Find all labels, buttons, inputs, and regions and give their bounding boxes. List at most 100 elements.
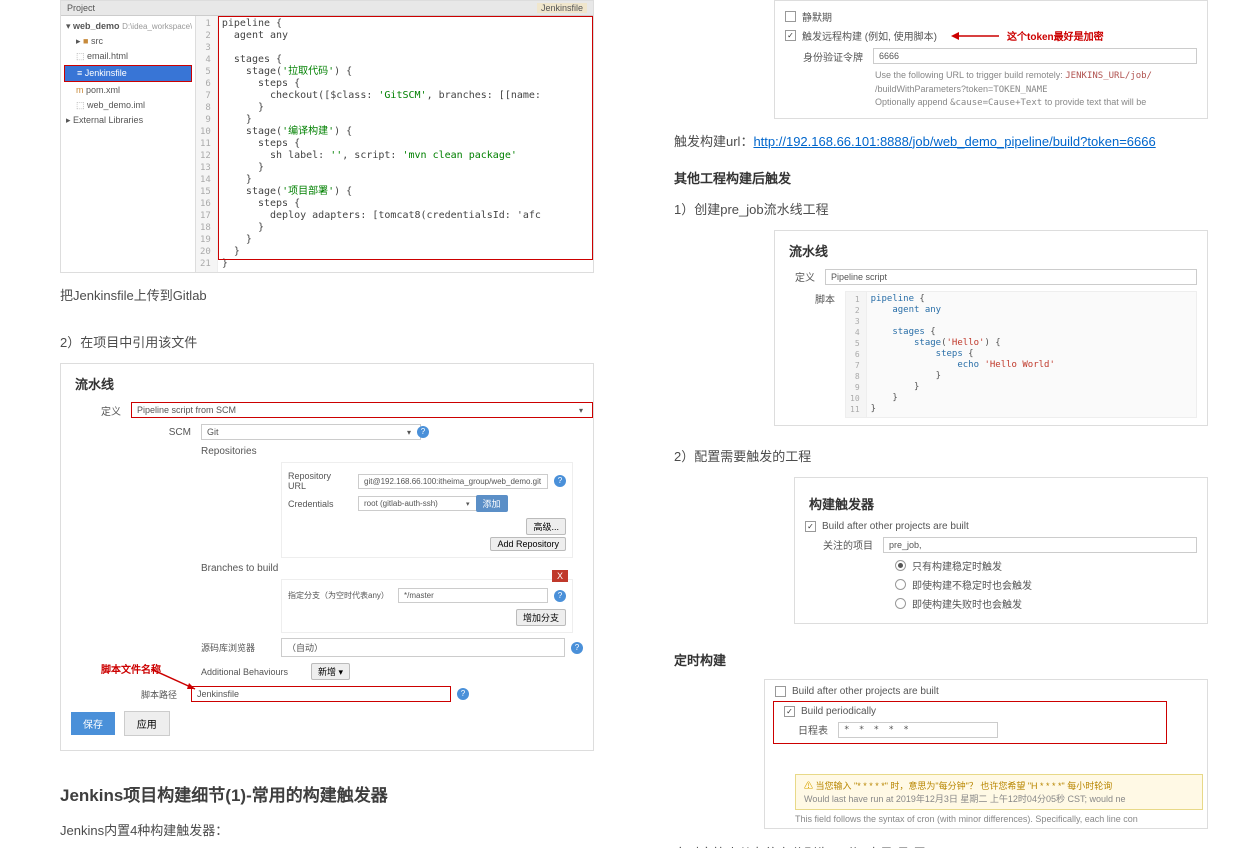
help-icon[interactable]: ? [554,475,566,487]
help-icon[interactable]: ? [417,426,429,438]
help-icon[interactable]: ? [571,642,583,654]
cred-label: Credentials [288,499,358,509]
script-path-input[interactable]: Jenkinsfile [191,686,451,702]
branches-label: Branches to build [201,563,301,574]
subheading-timed: 定时构建 [674,650,1208,669]
repos-label: Repositories [201,446,281,457]
radio-failed[interactable] [895,598,906,609]
apply-button[interactable]: 应用 [124,711,170,736]
code-editor[interactable]: 123456789101112131415161718192021 pipeli… [196,16,593,272]
def-label: 定义 [785,269,825,284]
schedule-label: 日程表 [798,722,838,737]
quiet-label: 静默期 [802,9,832,24]
token-annotation: 这个token最好是加密 [1007,28,1104,43]
add-branch-button[interactable]: 增加分支 [516,609,566,626]
tree-root[interactable]: ▾ web_demo D:\idea_workspace\jenkins [64,19,192,34]
branch-spec-label: 指定分支（为空时代表any） [288,590,398,601]
hint-line: Use the following URL to trigger build r… [875,69,1197,83]
tree-item[interactable]: ⬚ email.html [64,49,192,64]
tree-item[interactable]: ⬚ web_demo.iml [64,98,192,113]
build-url-text: 触发构建url：http://192.168.66.101:8888/job/w… [674,131,1208,150]
build-trigger-panel: 构建触发器 Build after other projects are bui… [794,477,1208,624]
text-upload: 把Jenkinsfile上传到Gitlab [60,285,594,304]
scm-label: SCM [161,427,201,438]
radio-unstable[interactable] [895,579,906,590]
remote-trigger-label: 触发远程构建 (例如, 使用脚本) [802,28,937,43]
prejob-panel: 流水线 定义 Pipeline script 脚本 1234567891011 … [774,230,1208,426]
text-prejob: 1）创建pre_job流水线工程 [674,199,1208,218]
token-panel: 静默期 触发远程构建 (例如, 使用脚本) 这个token最好是加密 身份验证令… [774,0,1208,119]
add-button[interactable]: 添加 [476,495,508,512]
advanced-button[interactable]: 高级... [526,518,566,535]
repo-url-input[interactable]: git@192.168.66.100:itheima_group/web_dem… [358,474,548,489]
delete-icon[interactable]: X [552,570,568,582]
dropdown-icon: ▾ [407,428,411,437]
text-step2r: 2）配置需要触发的工程 [674,446,1208,465]
help-icon[interactable]: ? [457,688,469,700]
save-button[interactable]: 保存 [71,712,115,735]
build-url-link[interactable]: http://192.168.66.101:8888/job/web_demo_… [753,134,1155,149]
tree-item[interactable]: ▸ ■ src [64,34,192,49]
src-browser-select[interactable]: （自动） [281,638,565,657]
schedule-input[interactable]: * * * * * [838,722,998,738]
hint-line: /buildWithParameters?token=TOKEN_NAME [875,83,1197,97]
pipeline-config-panel: 流水线 定义 Pipeline script from SCM ▾ SCM Gi… [60,363,594,751]
cred-select[interactable]: root (gitlab-auth-ssh) [358,496,478,511]
panel-title: 流水线 [775,231,1207,266]
def-select[interactable]: Pipeline script [825,269,1197,285]
add-repo-button[interactable]: Add Repository [490,537,566,551]
left-column: Project Jenkinsfile ▾ web_demo D:\idea_w… [0,0,624,848]
repo-url-label: Repository URL [288,471,358,491]
subheading-other: 其他工程构建后触发 [674,168,1208,187]
panel-title: 构建触发器 [795,484,1207,519]
tree-item-jenkinsfile[interactable]: ≡ Jenkinsfile [64,65,192,82]
checkbox-quiet[interactable] [785,11,796,22]
build-after-label: Build after other projects are built [822,521,969,532]
help-icon[interactable]: ? [554,590,566,602]
text-cron: 定时字符串从左往右分别为： 分 时 日 月 周 [674,843,1208,848]
panel-title: 流水线 [61,364,593,399]
after-label: Build after other projects are built [792,686,939,697]
r2-label: 即使构建不稳定时也会触发 [912,577,1032,592]
src-browser-label: 源码库浏览器 [201,641,281,654]
checkbox-remote[interactable] [785,30,796,41]
tree-item[interactable]: ▸ External Libraries [64,113,192,128]
checkbox-periodically[interactable] [784,706,795,717]
section-heading: Jenkins项目构建细节(1)-常用的构建触发器 [60,781,594,806]
ide-project-tab: Project Jenkinsfile [61,1,593,16]
text-step2: 2）在项目中引用该文件 [60,332,594,351]
r1-label: 只有构建稳定时触发 [912,558,1002,573]
cron-syntax-hint: This field follows the syntax of cron (w… [765,810,1207,828]
def-select[interactable]: Pipeline script from SCM [131,402,593,418]
addl-label: Additional Behaviours [201,667,311,677]
checkbox-build-after2[interactable] [775,686,786,697]
token-input[interactable]: 6666 [873,48,1197,64]
scm-select[interactable]: Git [201,424,421,440]
branch-input[interactable]: */master [398,588,548,603]
token-label: 身份验证令牌 [803,49,873,64]
timed-panel: Build after other projects are built Bui… [764,679,1208,829]
line-gutter: 123456789101112131415161718192021 [196,16,218,272]
ide-screenshot: Project Jenkinsfile ▾ web_demo D:\idea_w… [60,0,594,273]
file-tree: ▾ web_demo D:\idea_workspace\jenkins ▸ ■… [61,16,196,272]
triggers-intro: Jenkins内置4种构建触发器： [60,820,594,839]
tree-item[interactable]: m pom.xml [64,83,192,98]
arrow-icon [951,29,1001,43]
radio-stable[interactable] [895,560,906,571]
script-editor[interactable]: 1234567891011 pipeline { agent any stage… [845,291,1197,418]
addl-button[interactable]: 新增 ▾ [311,663,350,680]
periodically-label: Build periodically [801,706,876,717]
script-label: 脚本 [785,291,845,306]
def-label: 定义 [71,403,131,418]
checkbox-build-after[interactable] [805,521,816,532]
r3-label: 即使构建失败时也会触发 [912,596,1022,611]
warning-bar: ⚠ 当您输入 "* * * * *" 时，意思为"每分钟"？ 也许您希望 "H … [795,774,1203,810]
dropdown-icon: ▾ [466,500,470,508]
hint-line: Optionally append &cause=Cause+Text to p… [875,96,1197,110]
watch-label: 关注的项目 [823,537,883,552]
arrow-icon [151,669,201,693]
dropdown-icon: ▾ [579,406,583,415]
watch-input[interactable]: pre_job, [883,537,1197,553]
right-column: 静默期 触发远程构建 (例如, 使用脚本) 这个token最好是加密 身份验证令… [624,0,1248,848]
page: Project Jenkinsfile ▾ web_demo D:\idea_w… [0,0,1248,848]
